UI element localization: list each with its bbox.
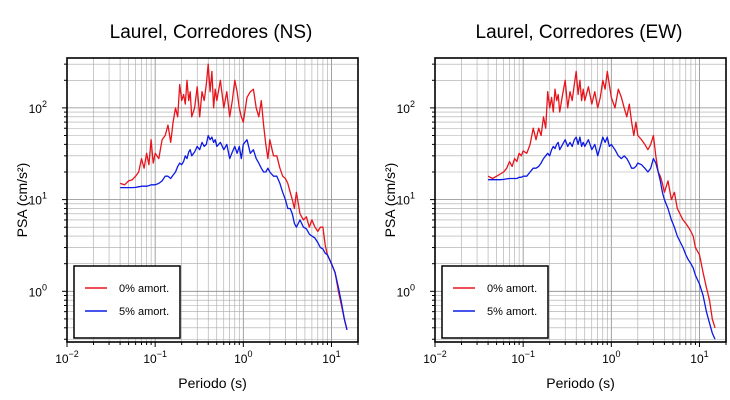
- x-tick-label-base: 10: [602, 352, 616, 366]
- axis-ticks: [430, 63, 727, 347]
- x-tick-label: 100: [602, 349, 620, 366]
- chart-panel-ns: Laurel, Corredores (NS)10−2 10−1 100 101100…: [14, 22, 359, 391]
- y-axis-label: PSA (cm/s²): [382, 163, 398, 238]
- series-line-damping-5: [488, 136, 716, 340]
- x-tick-label-base: 10: [423, 352, 437, 366]
- y-tick-label-base: 10: [397, 285, 411, 299]
- x-tick-label-base: 10: [322, 352, 336, 366]
- x-tick-label-exp: 1: [336, 349, 341, 359]
- y-tick-label-base: 10: [29, 194, 43, 208]
- x-tick-label-exp: −1: [525, 349, 535, 359]
- legend-box: [73, 265, 181, 339]
- y-tick-label-base: 10: [29, 102, 43, 116]
- y-tick-label: 101: [397, 191, 415, 208]
- x-tick-label-exp: 0: [615, 349, 620, 359]
- legend: 0% amort. 5% amort.: [441, 265, 549, 339]
- x-tick-label: 100: [234, 349, 252, 366]
- x-tick-label: 101: [690, 349, 708, 366]
- chart-title: Laurel, Corredores (NS): [110, 22, 313, 43]
- chart-title: Laurel, Corredores (EW): [476, 22, 683, 43]
- x-tick-label: 101: [322, 349, 340, 366]
- legend-label: 5% amort.: [487, 306, 537, 318]
- x-tick-label-base: 10: [511, 352, 525, 366]
- legend-label: 0% amort.: [487, 283, 537, 295]
- grid: [66, 58, 359, 342]
- x-tick-label-base: 10: [143, 352, 157, 366]
- y-tick-label-exp: 2: [410, 99, 415, 109]
- x-tick-label-exp: −2: [69, 349, 79, 359]
- y-tick-label: 102: [397, 99, 415, 116]
- y-tick-label-exp: 0: [42, 282, 47, 292]
- y-tick-label-base: 10: [397, 102, 411, 116]
- y-tick-label-exp: 2: [42, 99, 47, 109]
- y-tick-label: 100: [397, 282, 415, 299]
- chart-panel-ew: Laurel, Corredores (EW)10−2 10−1 100 101100…: [382, 22, 727, 391]
- y-tick-label-base: 10: [29, 285, 43, 299]
- y-tick-label: 102: [29, 99, 47, 116]
- series-line-damping-5: [120, 134, 348, 330]
- x-tick-label-base: 10: [55, 352, 69, 366]
- y-tick-label-exp: 0: [410, 282, 415, 292]
- x-tick-label-exp: 1: [704, 349, 709, 359]
- y-tick-label-base: 10: [397, 194, 411, 208]
- x-tick-label-base: 10: [234, 352, 248, 366]
- x-axis-label: Periodo (s): [178, 375, 246, 391]
- x-tick-label: 10−2: [423, 349, 447, 366]
- x-tick-label-base: 10: [690, 352, 704, 366]
- x-tick-label-exp: −1: [157, 349, 167, 359]
- series-line-damping-0: [119, 63, 348, 330]
- y-tick-label-exp: 1: [410, 191, 415, 201]
- x-tick-label: 10−2: [55, 349, 79, 366]
- x-tick-label: 10−1: [511, 349, 535, 366]
- y-tick-label-exp: 1: [42, 191, 47, 201]
- x-tick-label-exp: 0: [247, 349, 252, 359]
- legend: 0% amort. 5% amort.: [73, 265, 181, 339]
- y-tick-label: 101: [29, 191, 47, 208]
- series-line-damping-0: [487, 70, 716, 328]
- x-tick-label-exp: −2: [437, 349, 447, 359]
- legend-label: 0% amort.: [119, 283, 169, 295]
- x-tick-label: 10−1: [143, 349, 167, 366]
- legend-box: [441, 265, 549, 339]
- legend-label: 5% amort.: [119, 306, 169, 318]
- x-axis-label: Periodo (s): [546, 375, 614, 391]
- axis-ticks: [62, 63, 359, 347]
- y-tick-label: 100: [29, 282, 47, 299]
- y-axis-label: PSA (cm/s²): [14, 163, 30, 238]
